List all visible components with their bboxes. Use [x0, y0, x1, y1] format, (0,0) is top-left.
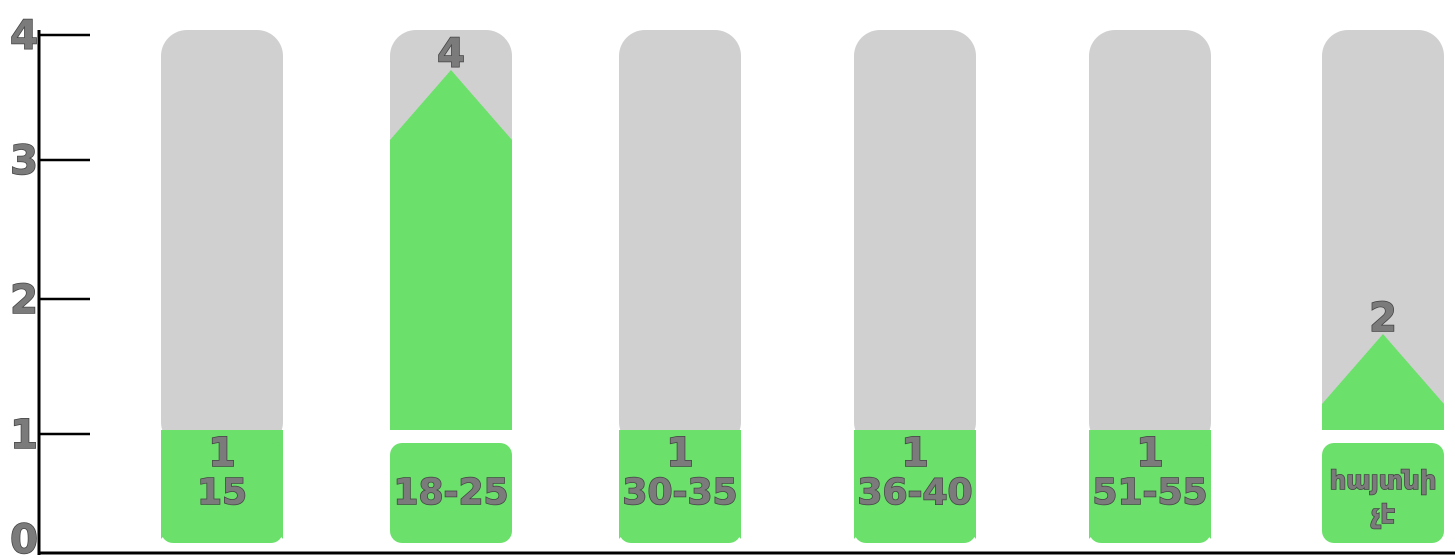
- category-box: [390, 443, 512, 543]
- bar-track: [619, 30, 741, 448]
- y-tick-label: 1: [10, 412, 38, 458]
- data-label: 2: [1369, 295, 1397, 341]
- bar-track: [1089, 30, 1211, 448]
- x-tick-label: 30-35: [622, 472, 737, 513]
- data-label: 1: [901, 430, 929, 476]
- bar: [1322, 334, 1444, 430]
- x-tick-label: 36-40: [857, 472, 972, 513]
- x-tick-label: 18-25: [393, 472, 508, 513]
- data-label: 1: [208, 430, 236, 476]
- category-box: [1089, 443, 1211, 543]
- data-label: 1: [666, 430, 694, 476]
- y-tick-label: 0: [10, 517, 38, 558]
- bar-track: [854, 30, 976, 448]
- bar-track: [1322, 30, 1444, 448]
- bars: [160, 30, 1445, 543]
- y-tick-label: 2: [10, 277, 38, 323]
- bar-track: [161, 30, 283, 448]
- x-tick-label: հայտնի չէ: [1330, 466, 1437, 530]
- axis: [37, 30, 1455, 555]
- y-tick-label: 3: [10, 138, 38, 184]
- x-tick-label: 51-55: [1092, 472, 1207, 513]
- category-box: [854, 443, 976, 543]
- y-tick-label: 4: [10, 13, 38, 59]
- category-box: [161, 443, 283, 543]
- category-box: [1322, 443, 1444, 543]
- data-label: 4: [437, 31, 465, 77]
- x-tick-label: 15: [197, 472, 247, 513]
- bar: [390, 70, 512, 430]
- category-box: [619, 443, 741, 543]
- data-label: 1: [1136, 430, 1164, 476]
